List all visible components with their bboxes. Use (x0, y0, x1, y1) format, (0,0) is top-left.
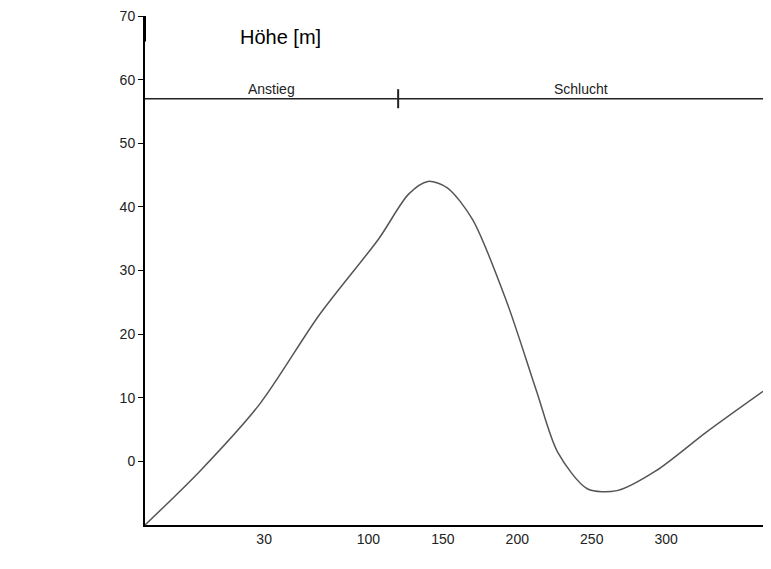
svg-text:Höhe [m]: Höhe [m] (240, 26, 321, 48)
svg-text:150: 150 (431, 531, 455, 547)
svg-text:200: 200 (506, 531, 530, 547)
svg-text:50: 50 (120, 135, 136, 151)
svg-text:100: 100 (357, 531, 381, 547)
svg-text:300: 300 (655, 531, 679, 547)
svg-text:40: 40 (120, 199, 136, 215)
svg-text:60: 60 (120, 72, 136, 88)
svg-text:10: 10 (120, 390, 136, 406)
svg-text:30: 30 (120, 262, 136, 278)
svg-text:30: 30 (256, 531, 272, 547)
svg-text:Schlucht: Schlucht (554, 81, 608, 97)
svg-text:70: 70 (120, 8, 136, 24)
svg-text:Anstieg: Anstieg (248, 81, 295, 97)
svg-text:0: 0 (127, 453, 135, 469)
svg-text:250: 250 (580, 531, 604, 547)
svg-text:20: 20 (120, 326, 136, 342)
